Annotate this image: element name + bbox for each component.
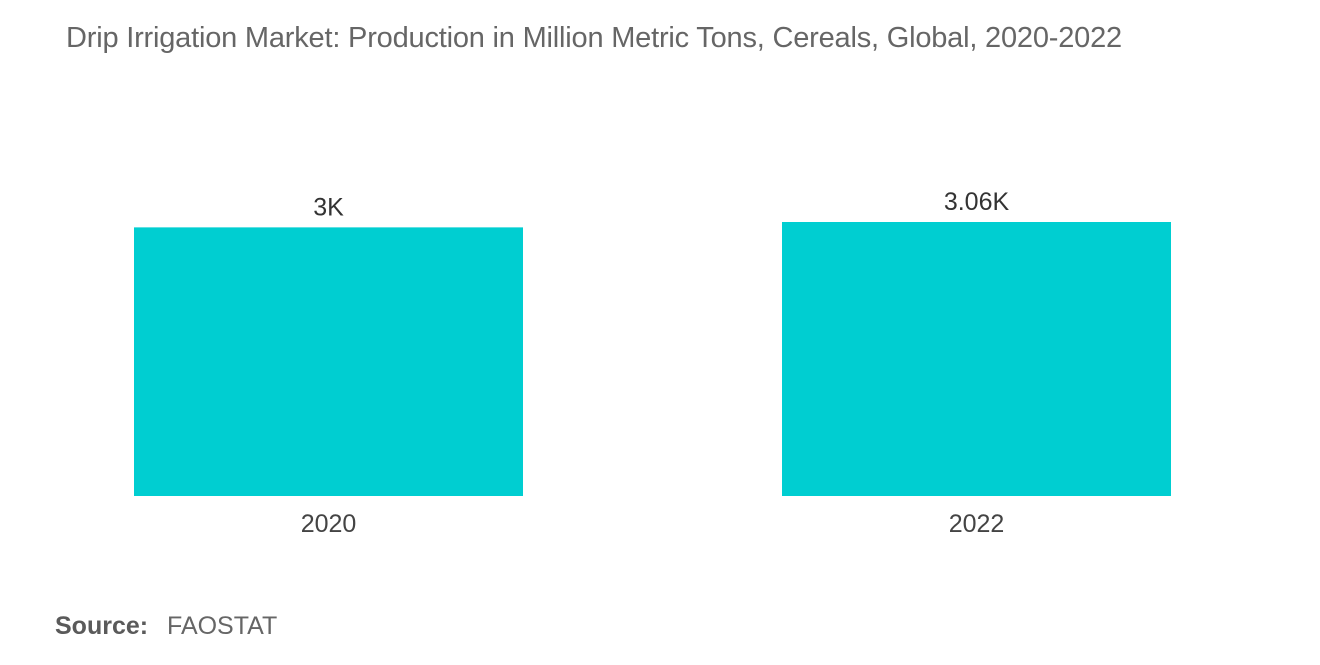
x-tick-label-2020: 2020 xyxy=(301,510,357,538)
data-label-2022: 3.06K xyxy=(944,188,1010,216)
bar-2020 xyxy=(134,227,523,496)
bar-chart: 3K 2020 3.06K 2022 xyxy=(134,188,1171,538)
source-value: FAOSTAT xyxy=(167,612,278,640)
x-tick-label-2022: 2022 xyxy=(949,510,1005,538)
chart-title: Drip Irrigation Market: Production in Mi… xyxy=(66,22,1122,54)
bars-layer: 3K 2020 3.06K 2022 xyxy=(134,188,1171,538)
source-note: Source: FAOSTAT xyxy=(55,612,277,641)
bar-2022 xyxy=(782,222,1171,496)
data-label-2020: 3K xyxy=(313,193,344,221)
source-label: Source: xyxy=(55,612,149,640)
